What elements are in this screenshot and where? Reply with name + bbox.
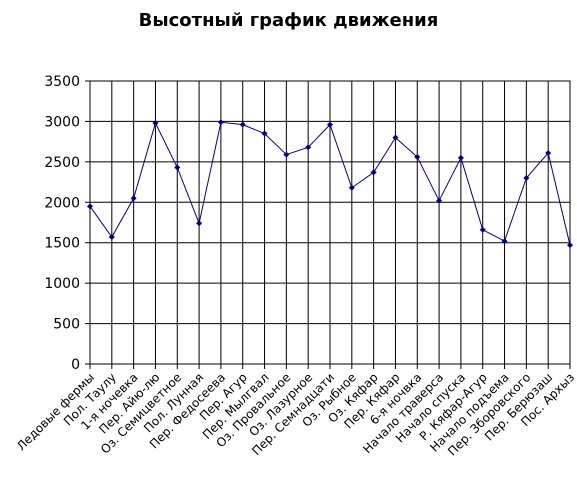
data-point [370, 169, 377, 176]
data-point [130, 195, 137, 202]
axis-layer [85, 80, 571, 369]
y-tick-label: 1500 [44, 236, 80, 252]
data-point [501, 238, 508, 245]
data-point [545, 149, 552, 156]
data-point [174, 164, 181, 171]
data-point [414, 154, 421, 161]
y-tick-label: 0 [71, 357, 80, 373]
y-tick-label: 2000 [44, 195, 80, 211]
y-tick-label: 2500 [44, 155, 80, 171]
data-point [567, 242, 573, 249]
data-point [305, 144, 312, 151]
data-point [327, 121, 333, 128]
data-point [283, 151, 290, 158]
data-point [261, 130, 268, 137]
y-tick-label: 3000 [44, 114, 80, 130]
y-tick-label: 3500 [44, 74, 80, 90]
series-layer [87, 119, 573, 249]
data-point [479, 226, 486, 233]
data-point [108, 234, 115, 241]
data-point [436, 197, 443, 204]
data-point [152, 120, 159, 127]
chart-title: Высотный график движения [138, 10, 439, 31]
data-point [87, 203, 93, 210]
data-point [217, 119, 224, 126]
y-tick-label: 500 [53, 317, 80, 333]
data-point [457, 154, 464, 161]
plot-frame [89, 80, 571, 365]
data-point [239, 121, 246, 128]
data-point [196, 220, 203, 227]
data-point [348, 184, 355, 191]
data-point [523, 175, 530, 182]
y-tick-label: 1000 [44, 276, 80, 292]
data-point [392, 134, 399, 141]
grid-layer [89, 80, 571, 365]
